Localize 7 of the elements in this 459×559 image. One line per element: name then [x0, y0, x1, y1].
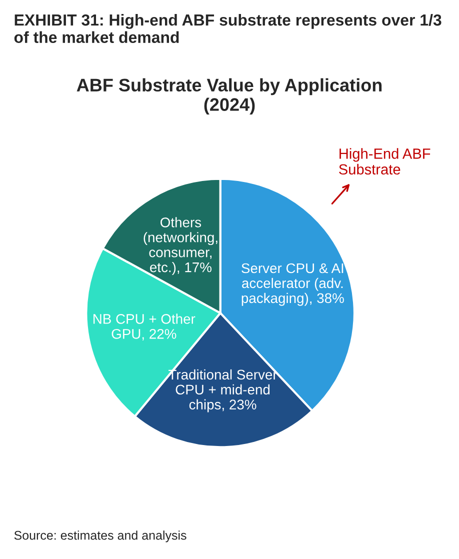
chart-title: EXHIBIT 31: High-end ABF substrate represents over 1/3 of the market demand	[14, 14, 442, 43]
slice-label: Others (networking, consumer, etc.), 17%	[144, 217, 218, 275]
chart-subtitle: ABF Substrate Value by Application (2024)	[76, 78, 382, 115]
slice-label: Server CPU & AI accelerator (adv. packaging), 38%	[242, 263, 344, 306]
text: High-End ABF Substrate	[339, 148, 430, 175]
slice-label: NB CPU + Other GPU, 22%	[94, 314, 196, 340]
source-note: Source: estimates and analysis	[14, 530, 186, 542]
